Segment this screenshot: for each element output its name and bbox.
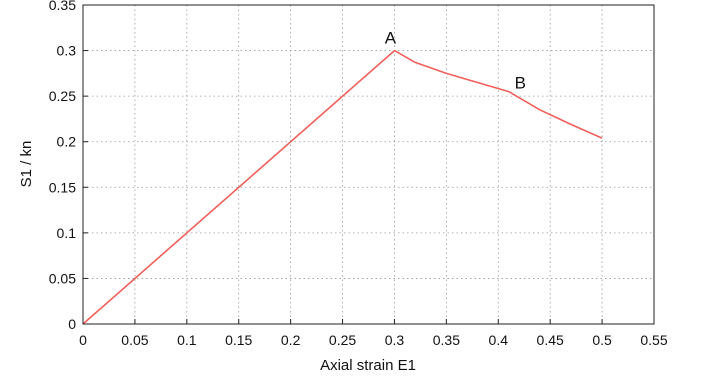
x-tick-label: 0: [79, 332, 87, 348]
x-tick-label: 0.05: [121, 332, 148, 348]
y-axis-label: S1 / kn: [18, 141, 35, 188]
y-tick-label: 0.05: [49, 270, 76, 286]
x-tick-label: 0.15: [225, 332, 252, 348]
x-tick-label: 0.4: [489, 332, 509, 348]
x-tick-label: 0.45: [537, 332, 564, 348]
y-tick-label: 0.15: [49, 179, 76, 195]
y-tick-label: 0: [68, 316, 76, 332]
x-tick-label: 0.25: [329, 332, 356, 348]
y-tick-label: 0.35: [49, 0, 76, 13]
y-tick-label: 0.25: [49, 88, 76, 104]
x-tick-label: 0.1: [177, 332, 197, 348]
x-tick-label: 0.2: [281, 332, 301, 348]
x-tick-label: 0.55: [640, 332, 667, 348]
annotation-a: A: [385, 29, 397, 48]
y-tick-label: 0.2: [57, 134, 77, 150]
y-tick-label: 0.1: [57, 225, 77, 241]
x-tick-label: 0.5: [592, 332, 612, 348]
x-axis-label: Axial strain E1: [320, 357, 416, 374]
x-tick-label: 0.35: [433, 332, 460, 348]
x-tick-label: 0.3: [385, 332, 405, 348]
annotation-b: B: [515, 74, 526, 93]
y-tick-label: 0.3: [57, 43, 77, 59]
